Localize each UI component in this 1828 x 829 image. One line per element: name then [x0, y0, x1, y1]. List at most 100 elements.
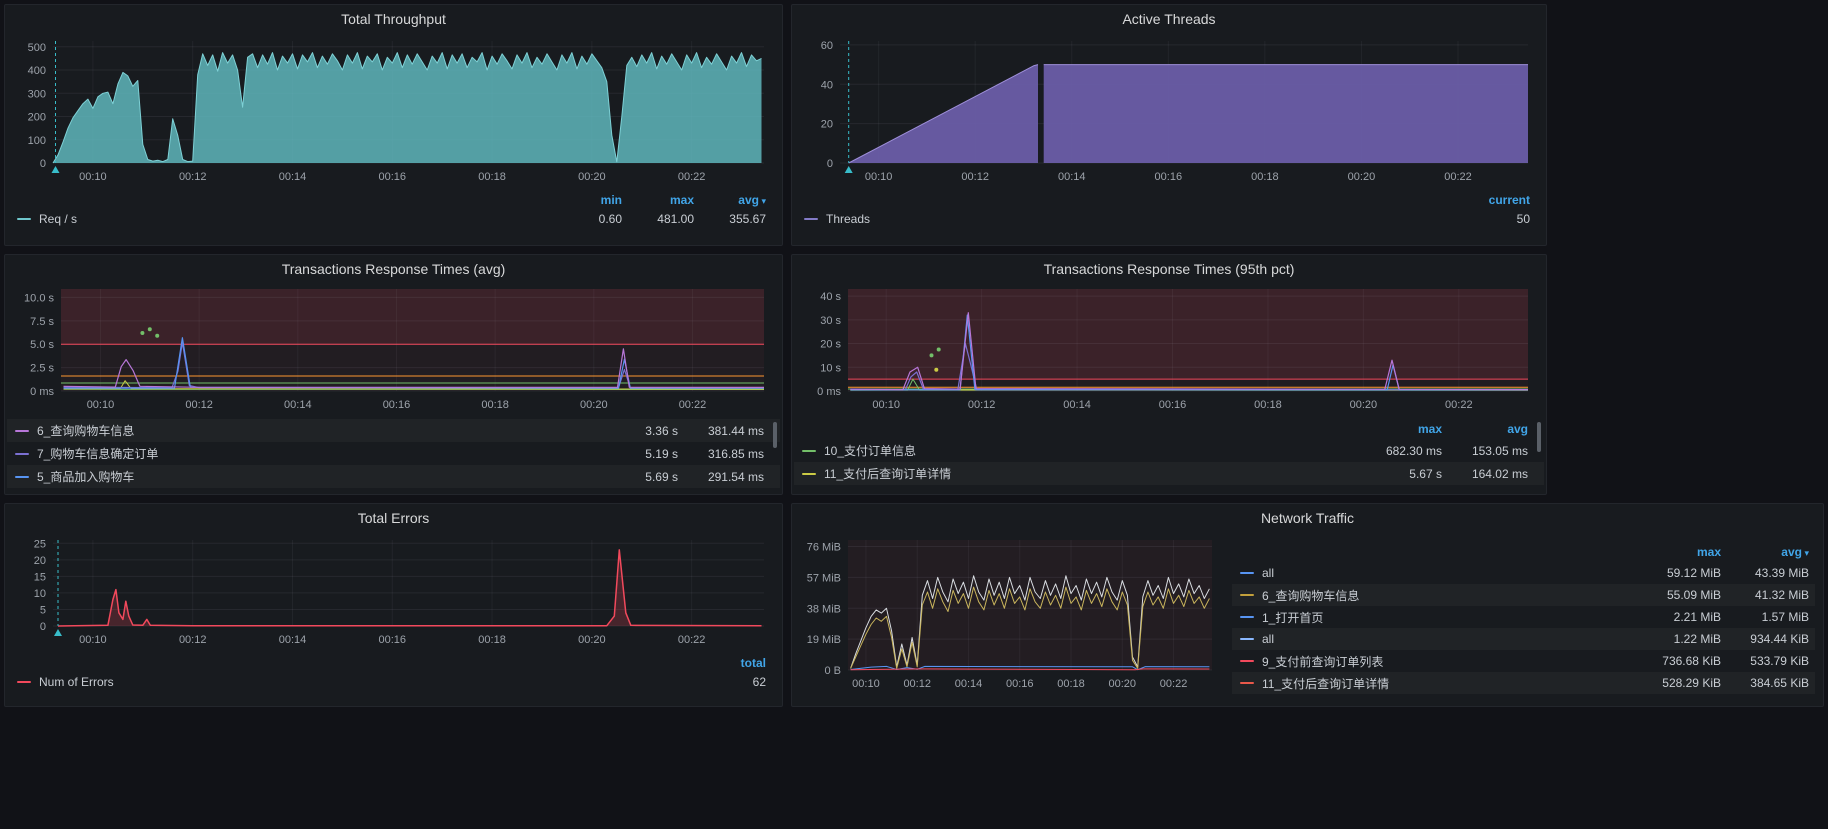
- legend-col-current[interactable]: current: [1488, 192, 1530, 207]
- legend-col-avg[interactable]: avg: [1507, 422, 1528, 436]
- series-toggle[interactable]: 11_支付后查询订单详情: [1240, 675, 1633, 692]
- legend-row[interactable]: 7_购物车信息确定订单 5.19 s 316.85 ms: [7, 442, 780, 465]
- legend-row[interactable]: 9_支付前查询订单列表 736.68 KiB 533.79 KiB: [1232, 650, 1815, 672]
- y-tick-label: 0: [40, 621, 46, 633]
- legend-col-max[interactable]: max: [1696, 545, 1721, 559]
- series-toggle[interactable]: 9_支付前查询订单列表: [1240, 653, 1633, 670]
- legend-col-total[interactable]: total: [740, 655, 766, 670]
- x-tick-label: 00:16: [379, 634, 407, 646]
- series-toggle[interactable]: 1_打开首页: [1240, 609, 1633, 626]
- y-tick-label: 0 ms: [30, 386, 54, 398]
- series-color-dash: [15, 475, 29, 478]
- stat-total: 62: [752, 675, 766, 689]
- panel-title-network-traffic[interactable]: Network Traffic: [1260, 510, 1355, 526]
- stat-avg: 164.02 ms: [1471, 466, 1528, 481]
- legend-row[interactable]: 5_商品加入购物车 5.69 s 291.54 ms: [7, 465, 780, 488]
- legend-header-row: min max avg: [17, 191, 766, 208]
- series-name: all: [1262, 566, 1275, 580]
- series-toggle[interactable]: Threads: [804, 212, 1458, 226]
- annotation-marker[interactable]: [844, 166, 853, 173]
- stat-current: 50: [1516, 212, 1530, 226]
- panel-total-errors: Total Errors 0 5 10 15 20 25 00:10 00:12 00:14 00…: [4, 503, 783, 707]
- legend-col-avg-sorted[interactable]: avg: [694, 193, 766, 207]
- y-tick-label: 200: [28, 112, 46, 124]
- y-tick-label: 100: [28, 135, 46, 147]
- series-toggle[interactable]: all: [1240, 566, 1633, 580]
- legend-row[interactable]: 1_打开首页 2.21 MiB 1.57 MiB: [1232, 606, 1815, 628]
- series-color-dash: [1240, 682, 1254, 684]
- legend-col-min[interactable]: min: [600, 192, 622, 207]
- throughput-chart[interactable]: 0 100 200 300 400 500 00:10 00:12 00:14 00:16 00:1…: [11, 33, 776, 189]
- legend-row[interactable]: 11_支付后查询订单详情 5.67 s 164.02 ms: [794, 462, 1544, 485]
- legend-col-max[interactable]: max: [669, 192, 694, 207]
- legend-row[interactable]: 11_支付后查询订单详情 528.29 KiB 384.65 KiB: [1232, 672, 1815, 694]
- panel-title-response-times-95pct[interactable]: Transactions Response Times (95th pct): [1043, 261, 1295, 277]
- series-toggle[interactable]: 7_购物车信息确定订单: [15, 445, 592, 462]
- series-toggle[interactable]: 6_查询购物车信息: [1240, 587, 1633, 604]
- legend-row-threads[interactable]: Threads 50: [804, 208, 1530, 230]
- series-color-dash: [804, 218, 818, 220]
- panel-title-active-threads[interactable]: Active Threads: [1122, 11, 1216, 27]
- annotation-marker[interactable]: [51, 166, 60, 173]
- legend-row[interactable]: all 1.22 MiB 934.44 KiB: [1232, 628, 1815, 650]
- series-toggle[interactable]: Num of Errors: [17, 675, 694, 689]
- x-tick-label: 00:10: [865, 171, 893, 183]
- legend-row[interactable]: 10_支付订单信息 682.30 ms 153.05 ms: [794, 439, 1544, 462]
- x-tick-label: 00:20: [578, 171, 606, 183]
- legend-row[interactable]: 6_查询购物车信息 3.36 s 381.44 ms: [7, 419, 780, 442]
- x-tick-label: 00:18: [1254, 399, 1282, 411]
- x-tick-label: 00:12: [179, 171, 207, 183]
- x-tick-label: 00:16: [1159, 399, 1187, 411]
- legend-col-avg-sorted[interactable]: avg: [1721, 545, 1809, 559]
- panel-title-total-throughput[interactable]: Total Throughput: [341, 11, 446, 27]
- x-tick-label: 00:20: [1348, 171, 1376, 183]
- x-tick-label: 00:12: [961, 171, 989, 183]
- series-toggle[interactable]: all: [1240, 632, 1633, 646]
- legend-scrollbar[interactable]: [773, 422, 777, 448]
- series-name: 7_购物车信息确定订单: [37, 447, 159, 461]
- x-tick-label: 00:22: [1160, 678, 1188, 690]
- series-toggle[interactable]: Req / s: [17, 212, 550, 226]
- threads-chart[interactable]: 0 20 40 60 00:10 00:12 00:14 00:16 00:18 00:20 00:…: [798, 33, 1540, 189]
- response-times-95pct-legend: max avg 10_支付订单信息 682.30 ms 153.05 ms 11…: [792, 419, 1546, 485]
- errors-chart[interactable]: 0 5 10 15 20 25 00:10 00:12 00:14 00:16 00:18 00:20…: [11, 532, 776, 652]
- x-tick-label: 00:22: [1445, 399, 1473, 411]
- panel-title-total-errors[interactable]: Total Errors: [357, 510, 430, 526]
- legend-row-req-s[interactable]: Req / s 0.60 481.00 355.67: [17, 208, 766, 230]
- legend-row[interactable]: all 59.12 MiB 43.39 MiB: [1232, 562, 1815, 584]
- network-panel-body: 0 B 19 MiB 38 MiB 57 MiB 76 MiB 00:10 00:12 00:…: [792, 532, 1823, 706]
- legend-col-max[interactable]: max: [1417, 422, 1442, 436]
- network-chart[interactable]: 0 B 19 MiB 38 MiB 57 MiB 76 MiB 00:10 00:12 00:…: [794, 532, 1218, 700]
- x-tick-label: 00:18: [481, 399, 509, 411]
- series-color-dash: [17, 218, 31, 220]
- stat-max: 55.09 MiB: [1666, 588, 1721, 602]
- y-tick-label: 10.0 s: [24, 292, 54, 304]
- series-toggle[interactable]: 5_商品加入购物车: [15, 468, 592, 485]
- series-area: [53, 52, 762, 163]
- series-point: [147, 327, 152, 332]
- x-tick-label: 00:16: [1006, 678, 1034, 690]
- y-tick-label: 40: [821, 79, 833, 91]
- series-toggle[interactable]: 11_支付后查询订单详情: [802, 465, 1356, 482]
- y-tick-label: 10 s: [820, 362, 841, 374]
- x-tick-label: 00:12: [968, 399, 996, 411]
- legend-row-num-of-errors[interactable]: Num of Errors 62: [17, 671, 766, 693]
- x-tick-label: 00:20: [1350, 399, 1378, 411]
- series-name: all: [1262, 632, 1275, 646]
- series-color-dash: [802, 449, 816, 452]
- panel-title-response-times-avg[interactable]: Transactions Response Times (avg): [281, 261, 506, 277]
- series-line: [850, 586, 1210, 669]
- stat-avg: 533.79 KiB: [1750, 654, 1809, 668]
- response-times-avg-chart[interactable]: 0 ms 2.5 s 5.0 s 7.5 s 10.0 s 00:10 00:12 00:14…: [11, 283, 776, 417]
- legend-scrollbar[interactable]: [1537, 422, 1541, 452]
- y-tick-label: 0: [827, 158, 833, 170]
- series-area: [58, 549, 762, 626]
- annotation-marker[interactable]: [54, 629, 62, 636]
- response-times-95pct-chart[interactable]: 0 ms 10 s 20 s 30 s 40 s 00:10 00:12 00:14 00:16…: [798, 283, 1540, 417]
- series-name: 9_支付前查询订单列表: [1262, 654, 1384, 669]
- series-toggle[interactable]: 6_查询购物车信息: [15, 422, 592, 439]
- legend-row[interactable]: 6_查询购物车信息 55.09 MiB 41.32 MiB: [1232, 584, 1815, 606]
- y-tick-label: 5: [40, 604, 46, 616]
- series-toggle[interactable]: 10_支付订单信息: [802, 442, 1356, 459]
- series-color-dash: [1240, 638, 1254, 640]
